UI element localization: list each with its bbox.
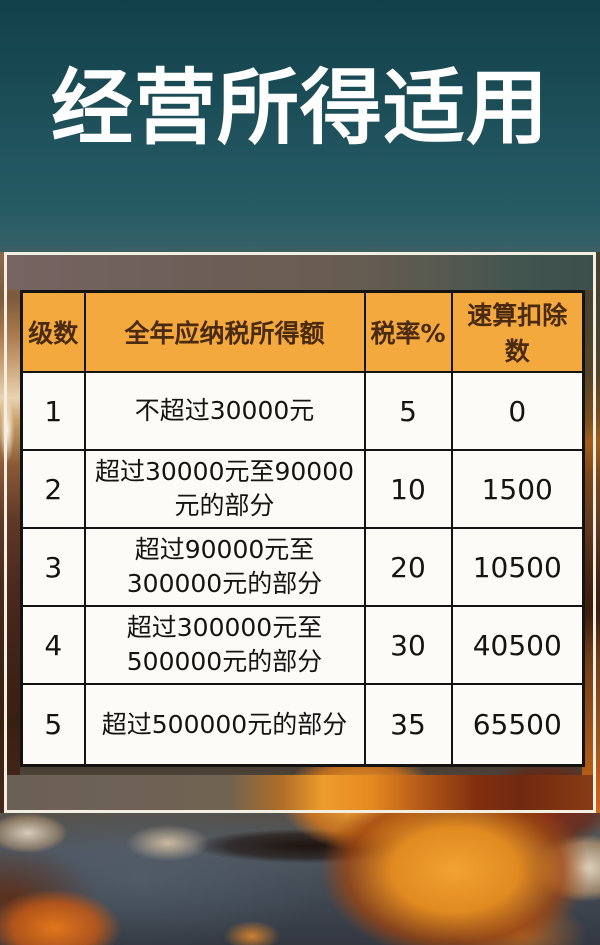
- page-title: 经营所得适用: [50, 60, 549, 156]
- cell-income: 超过30000元至90000元的部分: [83, 449, 366, 529]
- tax-rate-table: 级数 全年应纳税所得额 税率% 速算扣除数 1 不超过30000元 5 0 2 …: [20, 290, 585, 767]
- cell-income: 超过90000元至300000元的部分: [83, 527, 366, 607]
- column-header-level: 级数: [20, 290, 86, 373]
- table-row: 4 超过300000元至500000元的部分 30 40500: [20, 605, 585, 685]
- cell-deduction: 10500: [450, 527, 585, 607]
- cell-income: 超过300000元至500000元的部分: [83, 605, 366, 685]
- background-strip-top: [7, 255, 593, 290]
- background-strip-bottom: [7, 775, 593, 810]
- cell-rate: 5: [363, 371, 453, 451]
- column-header-rate: 税率%: [363, 290, 453, 373]
- table-header-row: 级数 全年应纳税所得额 税率% 速算扣除数: [20, 290, 585, 373]
- cell-level: 5: [20, 683, 86, 767]
- column-header-income: 全年应纳税所得额: [83, 290, 366, 373]
- cell-rate: 10: [363, 449, 453, 529]
- cell-deduction: 40500: [450, 605, 585, 685]
- column-header-deduction: 速算扣除数: [450, 290, 585, 373]
- cell-income: 不超过30000元: [83, 371, 366, 451]
- background-strip-left: [0, 252, 20, 813]
- cell-rate: 20: [363, 527, 453, 607]
- cell-income: 超过500000元的部分: [83, 683, 366, 767]
- cell-rate: 30: [363, 605, 453, 685]
- table-row: 3 超过90000元至300000元的部分 20 10500: [20, 527, 585, 607]
- cell-level: 1: [20, 371, 86, 451]
- cell-level: 2: [20, 449, 86, 529]
- table-row: 5 超过500000元的部分 35 65500: [20, 683, 585, 767]
- cell-deduction: 0: [450, 371, 585, 451]
- cell-level: 4: [20, 605, 86, 685]
- cell-level: 3: [20, 527, 86, 607]
- cell-deduction: 65500: [450, 683, 585, 767]
- table-row: 1 不超过30000元 5 0: [20, 371, 585, 451]
- cell-rate: 35: [363, 683, 453, 767]
- table-row: 2 超过30000元至90000元的部分 10 1500: [20, 449, 585, 529]
- cell-deduction: 1500: [450, 449, 585, 529]
